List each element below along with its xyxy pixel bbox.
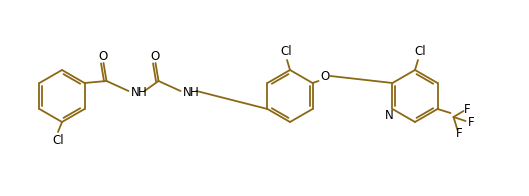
Text: F: F	[456, 126, 463, 140]
Text: O: O	[320, 70, 329, 83]
Text: H: H	[190, 85, 199, 99]
Text: Cl: Cl	[414, 44, 426, 57]
Text: H: H	[138, 85, 147, 99]
Text: F: F	[468, 115, 475, 129]
Text: O: O	[150, 50, 159, 63]
Text: N: N	[385, 109, 394, 122]
Text: Cl: Cl	[280, 44, 292, 57]
Text: O: O	[98, 50, 107, 63]
Text: Cl: Cl	[52, 133, 64, 146]
Text: N: N	[131, 85, 140, 99]
Text: F: F	[464, 103, 471, 115]
Text: N: N	[183, 85, 192, 99]
